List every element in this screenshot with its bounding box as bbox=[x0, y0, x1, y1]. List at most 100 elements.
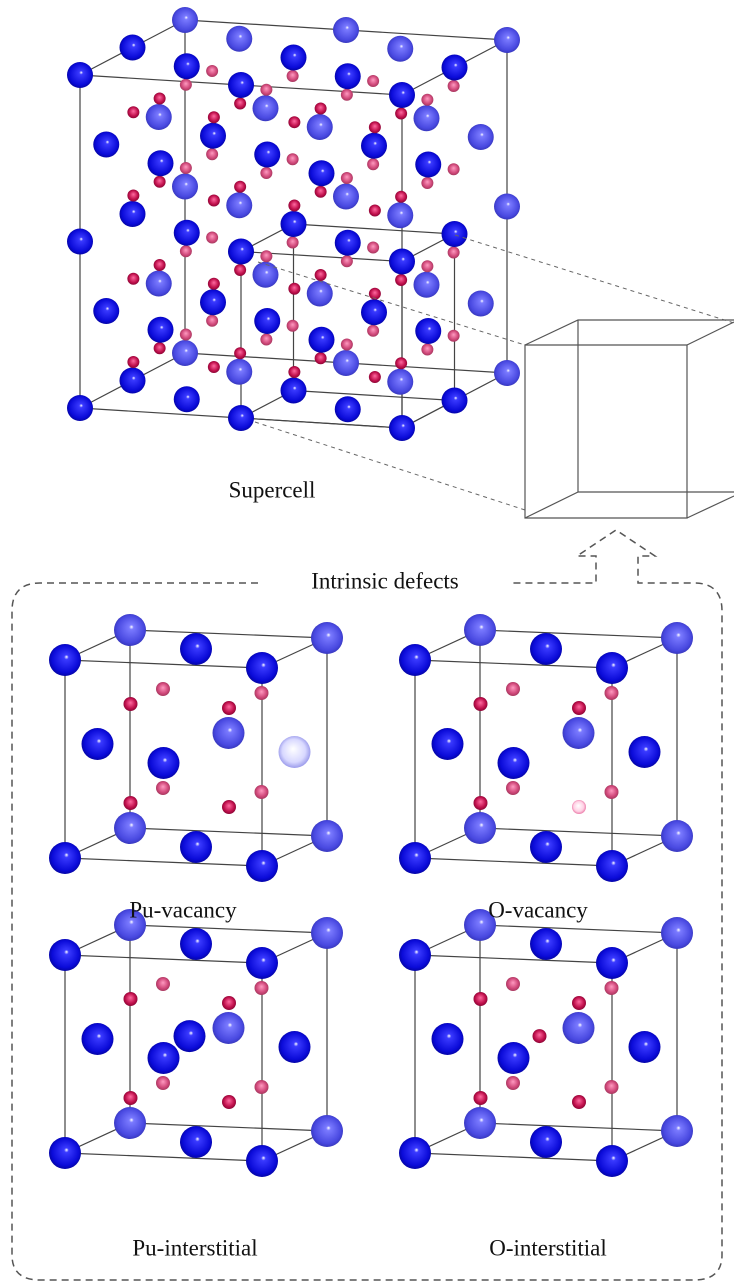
pu-atom bbox=[414, 272, 440, 298]
pu-atom bbox=[596, 850, 628, 882]
crystal-cell bbox=[399, 614, 693, 882]
pu-atom bbox=[114, 614, 146, 646]
cell-edge bbox=[130, 828, 327, 836]
o-atom bbox=[154, 176, 166, 188]
pu-atom bbox=[146, 271, 172, 297]
pu-atom bbox=[629, 1031, 661, 1063]
pu-atom bbox=[67, 229, 93, 255]
o-atom bbox=[260, 334, 272, 346]
pu-atom bbox=[661, 917, 693, 949]
pu-atom bbox=[49, 1137, 81, 1169]
o-atom bbox=[222, 701, 236, 715]
o-atom bbox=[395, 191, 407, 203]
figure: Supercell Intrinsic defects Pu-vacancy O… bbox=[0, 0, 734, 1285]
pu-atom bbox=[200, 289, 226, 315]
o-atom bbox=[288, 283, 300, 295]
o-atom bbox=[260, 250, 272, 262]
cell-edge bbox=[130, 1123, 327, 1131]
pu-atom bbox=[146, 104, 172, 130]
pu-atom bbox=[361, 299, 387, 325]
pu-atom bbox=[148, 317, 174, 343]
o-atom bbox=[395, 108, 407, 120]
pu-atom bbox=[120, 35, 146, 61]
o-atom bbox=[421, 260, 433, 272]
pu-atom bbox=[333, 350, 359, 376]
pu-atom bbox=[530, 1126, 562, 1158]
pu-atom bbox=[661, 622, 693, 654]
o-atom bbox=[369, 371, 381, 383]
o-atom bbox=[474, 697, 488, 711]
o-atom bbox=[367, 325, 379, 337]
cell-edge bbox=[415, 858, 612, 866]
o-atom bbox=[156, 682, 170, 696]
pu-atom bbox=[387, 36, 413, 62]
pu-atom bbox=[253, 262, 279, 288]
cell-edge bbox=[294, 224, 455, 234]
o-atom bbox=[448, 80, 460, 92]
cell-edge bbox=[480, 925, 677, 933]
pu-atom bbox=[661, 1115, 693, 1147]
pu-atom bbox=[442, 55, 468, 81]
pu-atom bbox=[335, 396, 361, 422]
cell-edge bbox=[130, 925, 327, 933]
o-atom bbox=[127, 190, 139, 202]
o-atom bbox=[255, 785, 269, 799]
o-atom bbox=[448, 163, 460, 175]
pu-atom bbox=[311, 820, 343, 852]
o-atom bbox=[533, 1029, 547, 1043]
o-atom bbox=[367, 242, 379, 254]
pu-atom bbox=[174, 386, 200, 412]
pu-atom bbox=[281, 211, 307, 237]
pu-atom bbox=[494, 194, 520, 220]
pu-atom bbox=[494, 360, 520, 386]
pu-atom bbox=[311, 917, 343, 949]
o-atom bbox=[234, 347, 246, 359]
cell-edge bbox=[65, 1153, 262, 1161]
pu-atom bbox=[333, 17, 359, 43]
o-atom bbox=[287, 237, 299, 249]
pu-atom bbox=[442, 221, 468, 247]
pu-atom bbox=[432, 1023, 464, 1055]
o-atom bbox=[287, 153, 299, 165]
pu-atom bbox=[563, 717, 595, 749]
pu-atom bbox=[49, 644, 81, 676]
o-atom bbox=[124, 697, 138, 711]
panel-label: O-vacancy bbox=[488, 897, 588, 922]
o-atom bbox=[124, 796, 138, 810]
o-atom bbox=[234, 98, 246, 110]
o-atom bbox=[572, 996, 586, 1010]
panel-label: O-interstitial bbox=[489, 1235, 607, 1260]
pu-atom bbox=[180, 928, 212, 960]
cell-edge bbox=[415, 660, 612, 668]
cell-edge bbox=[480, 828, 677, 836]
o-atom bbox=[180, 162, 192, 174]
pu-atom bbox=[530, 928, 562, 960]
pu-atom bbox=[172, 340, 198, 366]
pu-atom bbox=[399, 939, 431, 971]
pu-atom bbox=[464, 1107, 496, 1139]
pu-atom bbox=[93, 132, 119, 158]
o-atom bbox=[222, 1095, 236, 1109]
pu-atom bbox=[213, 1012, 245, 1044]
crystal-cell bbox=[67, 7, 520, 441]
pu-atom bbox=[596, 947, 628, 979]
o-atom bbox=[208, 278, 220, 290]
o-atom bbox=[315, 186, 327, 198]
pu-atom bbox=[281, 45, 307, 71]
o-atom bbox=[421, 344, 433, 356]
o-atom bbox=[127, 356, 139, 368]
o-atom bbox=[234, 264, 246, 276]
o-atom bbox=[288, 366, 300, 378]
pu-atom bbox=[498, 747, 530, 779]
o-atom bbox=[234, 181, 246, 193]
pu-atom bbox=[387, 202, 413, 228]
cell-edge bbox=[480, 630, 677, 638]
o-atom bbox=[156, 977, 170, 991]
pu-atom bbox=[180, 831, 212, 863]
o-atom bbox=[572, 1095, 586, 1109]
pu-atom bbox=[361, 133, 387, 159]
o-atom bbox=[154, 93, 166, 105]
crystal-cell bbox=[399, 909, 693, 1177]
pu-atom bbox=[120, 201, 146, 227]
pu-atom bbox=[661, 820, 693, 852]
